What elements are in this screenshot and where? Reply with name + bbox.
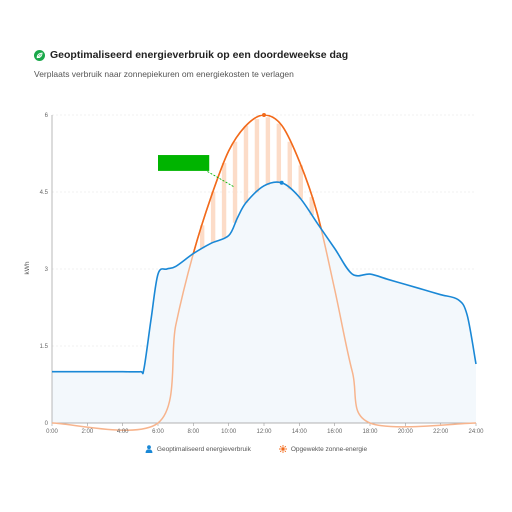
y-tick-label: 0 — [45, 421, 49, 427]
y-tick-label: 4.5 — [40, 190, 49, 196]
x-tick-label: 0:00 — [46, 429, 58, 435]
x-tick-label: 22:00 — [433, 429, 449, 435]
annotation-leader — [207, 171, 235, 188]
chart-title: Geoptimaliseerd energieverbruik op een d… — [50, 49, 349, 61]
x-tick-label: 20:00 — [398, 429, 414, 435]
x-tick-label: 12:00 — [256, 429, 272, 435]
solar-surplus-stripes — [199, 117, 314, 249]
legend-item-solar[interactable]: Opgewekte zonne-energie — [278, 445, 368, 453]
legend-label-consumption: Geoptimaliseerd energieverbruik — [156, 445, 251, 453]
x-tick-label: 14:00 — [292, 429, 308, 435]
x-tick-label: 18:00 — [362, 429, 378, 435]
x-tick-label: 24:00 — [468, 429, 484, 435]
annotation-layer — [158, 155, 235, 188]
x-tick-label: 2:00 — [81, 429, 93, 435]
legend: Geoptimaliseerd energieverbruik Opgewekt… — [0, 445, 512, 453]
x-tick-label: 16:00 — [327, 429, 343, 435]
y-tick-label: 3 — [45, 267, 49, 273]
legend-label-solar: Opgewekte zonne-energie — [290, 445, 368, 453]
y-axis-label: kWh — [24, 261, 31, 274]
surplus-stripe — [243, 125, 249, 203]
annotation-box — [158, 155, 210, 171]
leaf-logo-icon — [34, 49, 45, 61]
sun-icon — [278, 445, 287, 453]
y-tick-label: 6 — [45, 113, 49, 119]
consumption-line-layer — [52, 181, 477, 375]
y-tick-label: 1.5 — [40, 344, 49, 350]
surplus-stripe — [309, 197, 314, 216]
surplus-stripe — [199, 225, 205, 249]
consumption-line — [52, 181, 477, 375]
chart-header: Geoptimaliseerd energieverbruik op een d… — [34, 49, 494, 79]
surplus-stripe — [276, 123, 282, 184]
x-tick-label: 4:00 — [117, 429, 129, 435]
tick-labels: 0 1.5 3 4.5 6 0:00 2:00 4:00 6:00 8:00 10:00 12:00 1… — [40, 113, 485, 435]
title-row: Geoptimaliseerd energieverbruik op een d… — [34, 49, 494, 61]
consumption-area — [52, 182, 476, 423]
marker-layer — [262, 113, 284, 185]
legend-item-consumption[interactable]: Geoptimaliseerd energieverbruik — [145, 445, 251, 453]
solar-peak-marker — [262, 113, 266, 117]
surplus-stripe — [221, 162, 227, 238]
consumption-peak-marker — [279, 180, 284, 185]
consumption-area-layer — [52, 182, 476, 423]
x-tick-label: 8:00 — [187, 429, 199, 435]
person-icon — [145, 445, 153, 453]
surplus-stripe — [265, 117, 271, 186]
chart-subtitle: Verplaats verbruik naar zonnepiekuren om… — [34, 69, 294, 79]
surplus-stripe — [210, 191, 216, 243]
surplus-stripe — [287, 141, 292, 190]
x-tick-label: 10:00 — [221, 429, 237, 435]
surplus-stripe — [298, 165, 303, 200]
surplus-stripe — [254, 119, 260, 193]
surplus-stripe — [232, 141, 238, 223]
x-tick-label: 6:00 — [152, 429, 164, 435]
